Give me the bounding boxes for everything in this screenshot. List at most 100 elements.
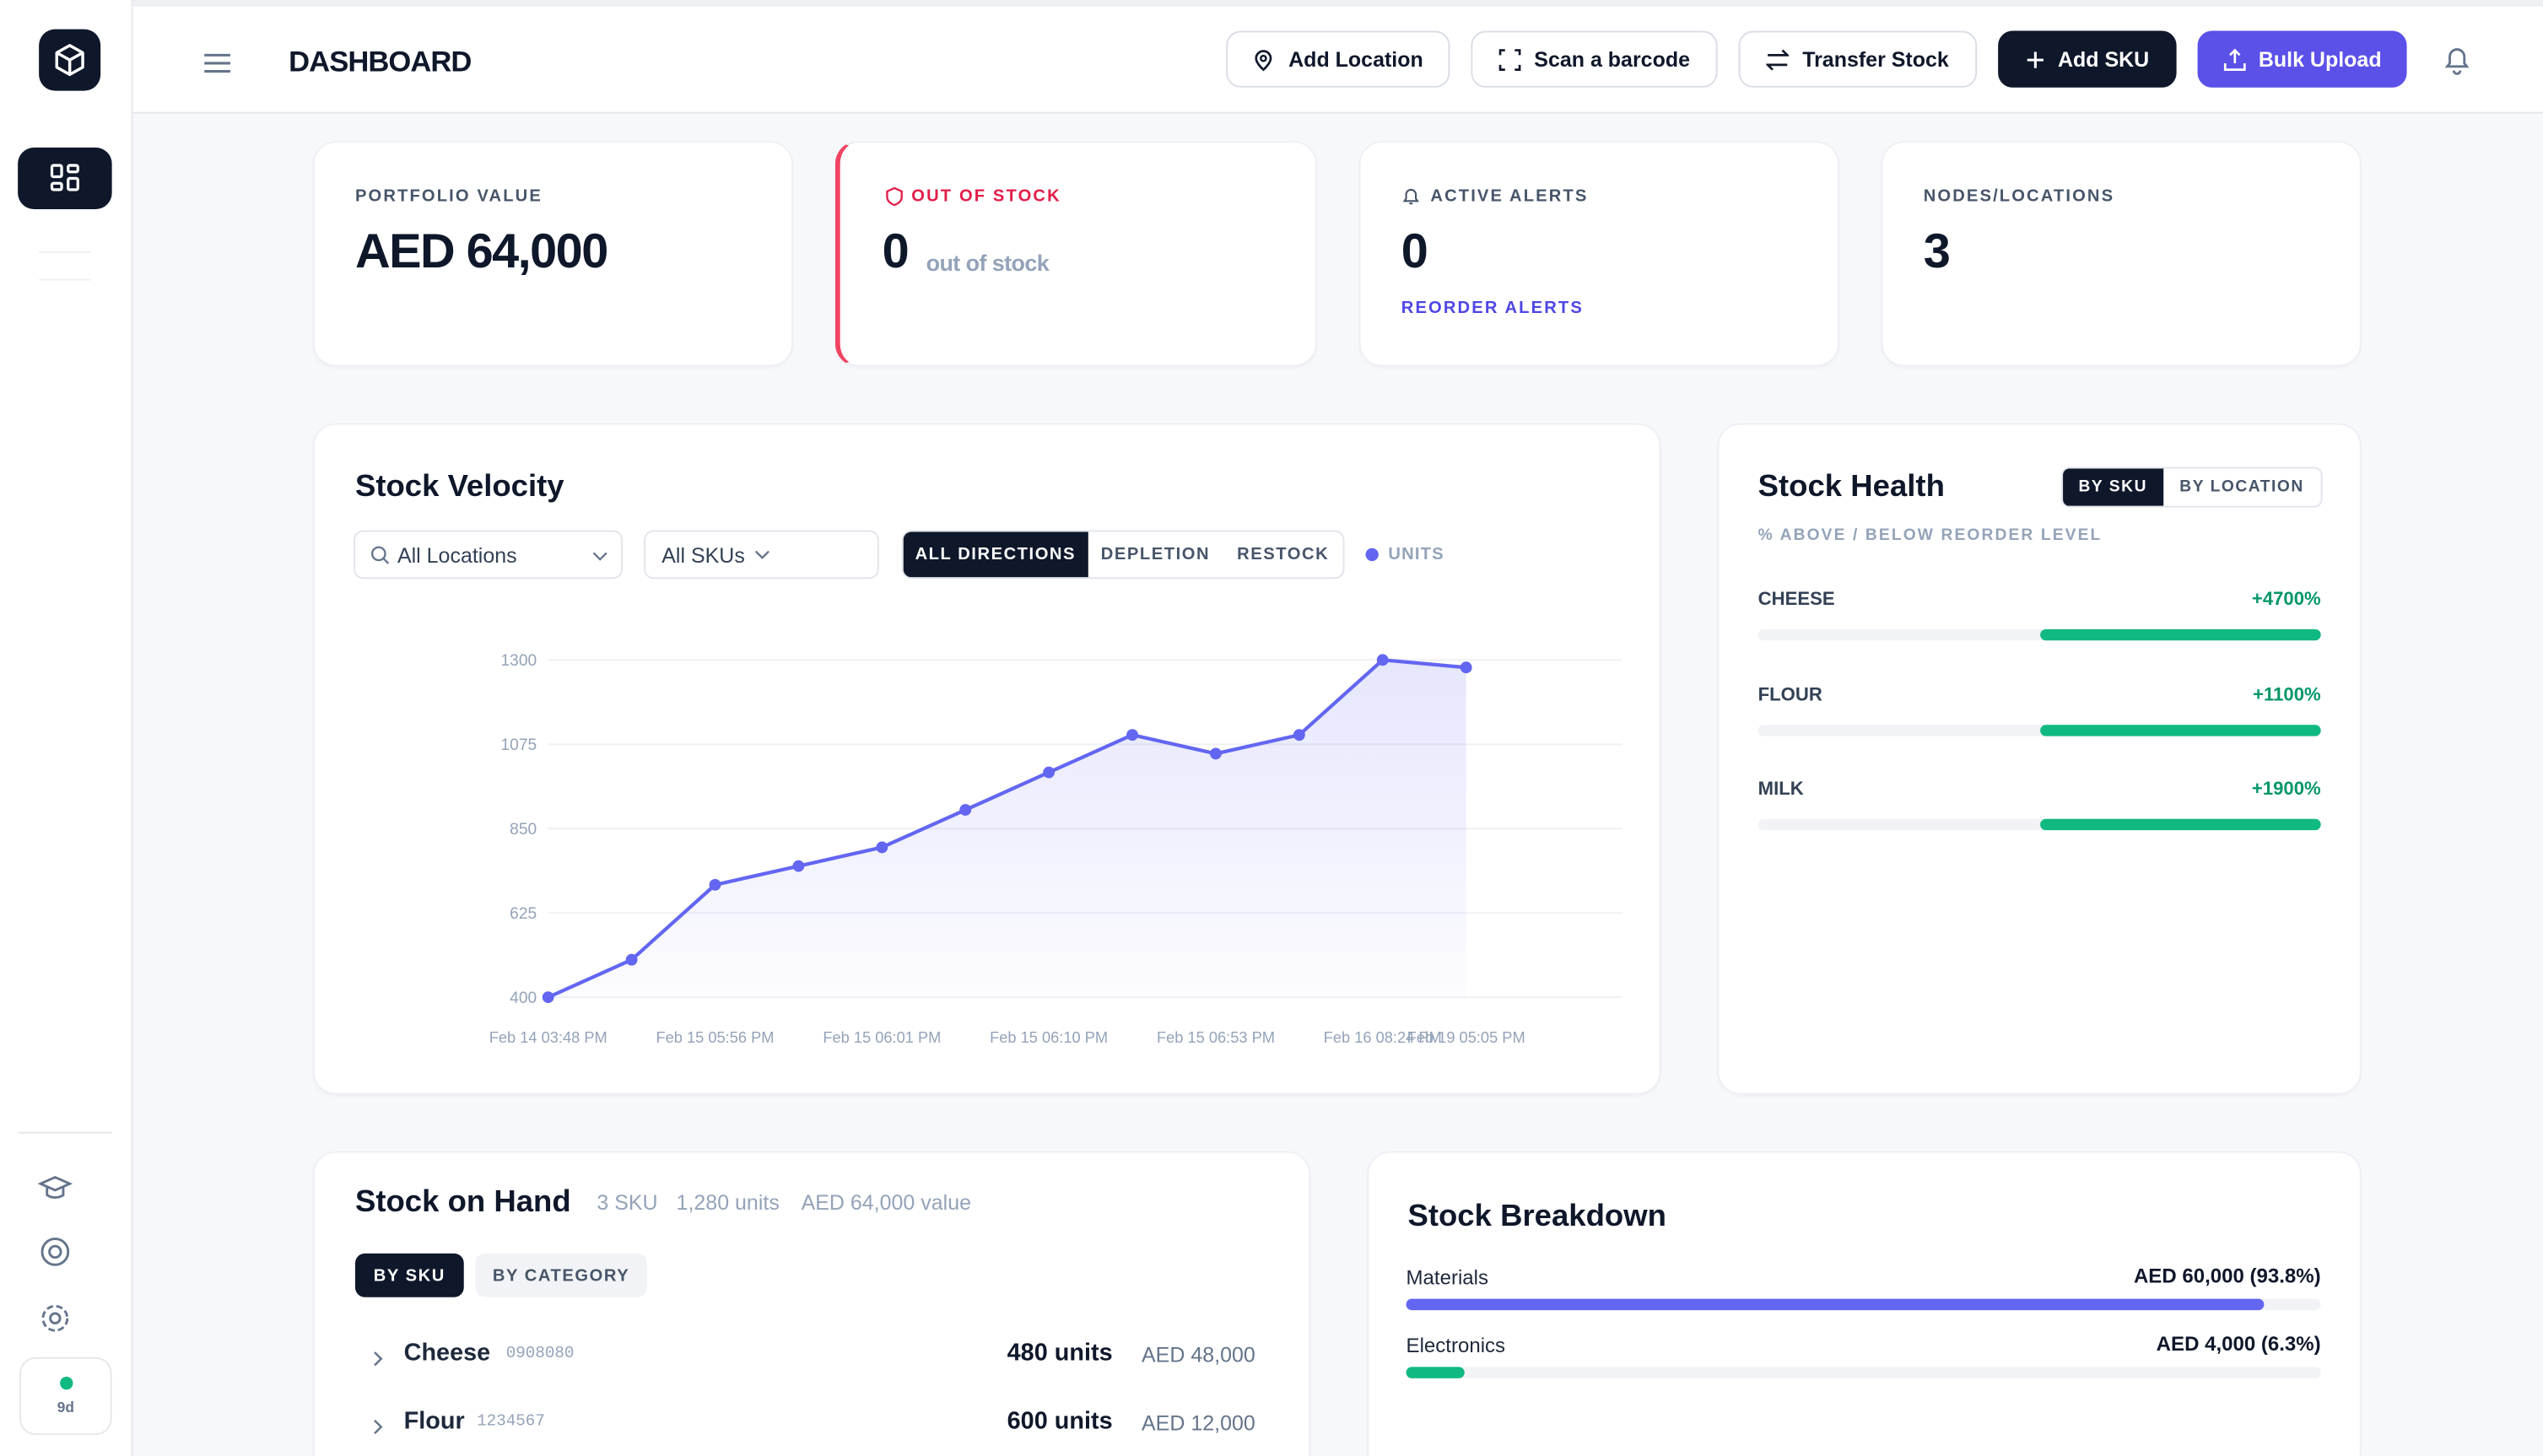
x-tick-label: Feb 15 06:10 PM (990, 1028, 1108, 1046)
breakdown-bar (1406, 1367, 1464, 1378)
point (959, 804, 972, 816)
nav-icons (37, 1175, 73, 1332)
tab[interactable]: BY SKU (354, 1253, 464, 1297)
bell-icon[interactable] (2441, 44, 2473, 76)
chevron-icon[interactable] (371, 1419, 384, 1435)
chevron (592, 552, 607, 561)
kpi-link[interactable]: REORDER ALERTS (1401, 298, 1584, 318)
x-tick-label: Feb 15 06:53 PM (1157, 1028, 1275, 1046)
sku-code: 0908080 (505, 1345, 575, 1364)
tab[interactable]: DEPLETION (1100, 544, 1211, 564)
row-chevron (371, 1345, 384, 1367)
button-label: Add SKU (2057, 46, 2150, 72)
health-value: +1100% (2253, 685, 2321, 705)
button-label: Scan a barcode (1534, 46, 1691, 72)
point (1210, 747, 1222, 760)
summary: 1,280 units (676, 1189, 780, 1215)
kpi-card: ACTIVE ALERTS 0 REORDER ALERTS (1358, 141, 1839, 367)
transfer-button[interactable]: Transfer Stock (1738, 30, 1978, 88)
health-label: MILK (1757, 779, 1804, 800)
button-label: Transfer Stock (1802, 46, 1949, 72)
direction-tabs: ALL DIRECTIONS DEPLETION RESTOCK (901, 530, 1345, 580)
divider (39, 251, 91, 253)
nav-icon (50, 164, 79, 191)
row-chevron (371, 1414, 384, 1435)
stock-on-hand-card: Stock on Hand 3 SKU 1,280 units AED 64,0… (312, 1151, 1311, 1456)
health-value: +4700% (2251, 590, 2321, 610)
kpi-card: NODES/LOCATIONS 3 (1881, 141, 2362, 367)
health-label: FLOUR (1757, 685, 1822, 705)
settings-icon[interactable] (49, 1312, 62, 1324)
chevron-icon[interactable] (371, 1351, 384, 1367)
filter-label: All SKUs (661, 542, 745, 567)
help-icon[interactable] (40, 1238, 70, 1266)
toggle-option[interactable]: BY LOCATION (2179, 478, 2304, 497)
legend-dot (1365, 547, 1379, 562)
x-tick-label: Feb 14 03:48 PM (489, 1028, 607, 1046)
point (1126, 729, 1138, 741)
breakdown-label: Electronics (1406, 1334, 1506, 1357)
icon (1255, 49, 1273, 71)
search-icon (370, 546, 390, 564)
kpi-label: OUT OF STOCK (911, 186, 1061, 207)
summary: 3 SKU (597, 1189, 658, 1215)
health-label: CHEESE (1757, 590, 1835, 610)
point (709, 878, 721, 891)
tab[interactable]: BY CATEGORY (475, 1253, 647, 1297)
y-tick-label: 1300 (500, 652, 537, 670)
health-bar (2040, 628, 2321, 641)
health-bar (2040, 724, 2321, 736)
breakdown-bar (1406, 1298, 2265, 1311)
status-dot (60, 1376, 73, 1390)
point (625, 953, 638, 966)
sku-value: AED 12,000 (1142, 1410, 1255, 1436)
divider (18, 1131, 112, 1134)
legend-label: UNITS (1388, 544, 1444, 564)
tab[interactable]: RESTOCK (1237, 544, 1330, 564)
point (1376, 654, 1389, 666)
icon (2027, 51, 2044, 67)
bulk-upload-button[interactable]: Bulk Upload (2197, 30, 2407, 88)
button-label: Add Location (1288, 46, 1423, 72)
sku-name: Flour (403, 1407, 465, 1436)
add-location-button[interactable]: Add Location (1226, 30, 1450, 88)
location-filter[interactable]: All Locations (354, 530, 624, 580)
card-subtitle: % ABOVE / BELOW REORDER LEVEL (1757, 526, 2103, 545)
icon (2223, 47, 2245, 71)
card-title: Stock Breakdown (1407, 1200, 1666, 1234)
kpi-value: AED 64,000 (354, 225, 608, 279)
nav-dashboard[interactable] (18, 147, 112, 209)
kpi-value: 0 (1401, 225, 1428, 279)
health-value: +1900% (2251, 779, 2321, 800)
point (1043, 766, 1056, 779)
summary: AED 64,000 value (801, 1189, 972, 1215)
tab[interactable]: ALL DIRECTIONS (903, 531, 1088, 578)
page-title: DASHBOARD (289, 45, 472, 78)
point (542, 991, 554, 1004)
button-label: Bulk Upload (2258, 46, 2382, 72)
x-tick-label: Feb 19 05:05 PM (1407, 1028, 1525, 1046)
alert-icon (886, 186, 903, 207)
logo[interactable] (39, 29, 101, 91)
sku-units: 600 units (1007, 1407, 1113, 1436)
learn-icon[interactable] (37, 1175, 73, 1199)
icon (1766, 48, 1790, 70)
status-text: 9d (57, 1399, 74, 1416)
status-box[interactable]: 9d (19, 1356, 112, 1436)
sku-filter[interactable]: All SKUs (644, 530, 879, 580)
card-title: Stock Velocity (354, 470, 564, 504)
sidebar: 9d (0, 0, 133, 1456)
menu-icon[interactable] (201, 51, 233, 77)
logo-icon (55, 44, 84, 77)
area (548, 660, 1466, 998)
add-sku-button[interactable]: Add SKU (1998, 30, 2177, 88)
breakdown-value: AED 60,000 (93.8%) (2133, 1265, 2321, 1288)
breakdown-track (1406, 1367, 2321, 1378)
icon (1498, 48, 1521, 71)
toggle-option[interactable]: BY SKU (2063, 468, 2163, 506)
sku-units: 480 units (1007, 1339, 1113, 1367)
scan-button[interactable]: Scan a barcode (1471, 30, 1718, 88)
kpi-label: ACTIVE ALERTS (1430, 186, 1589, 207)
